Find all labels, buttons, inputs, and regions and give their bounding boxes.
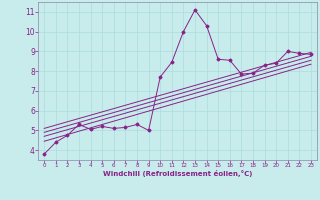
X-axis label: Windchill (Refroidissement éolien,°C): Windchill (Refroidissement éolien,°C) bbox=[103, 170, 252, 177]
